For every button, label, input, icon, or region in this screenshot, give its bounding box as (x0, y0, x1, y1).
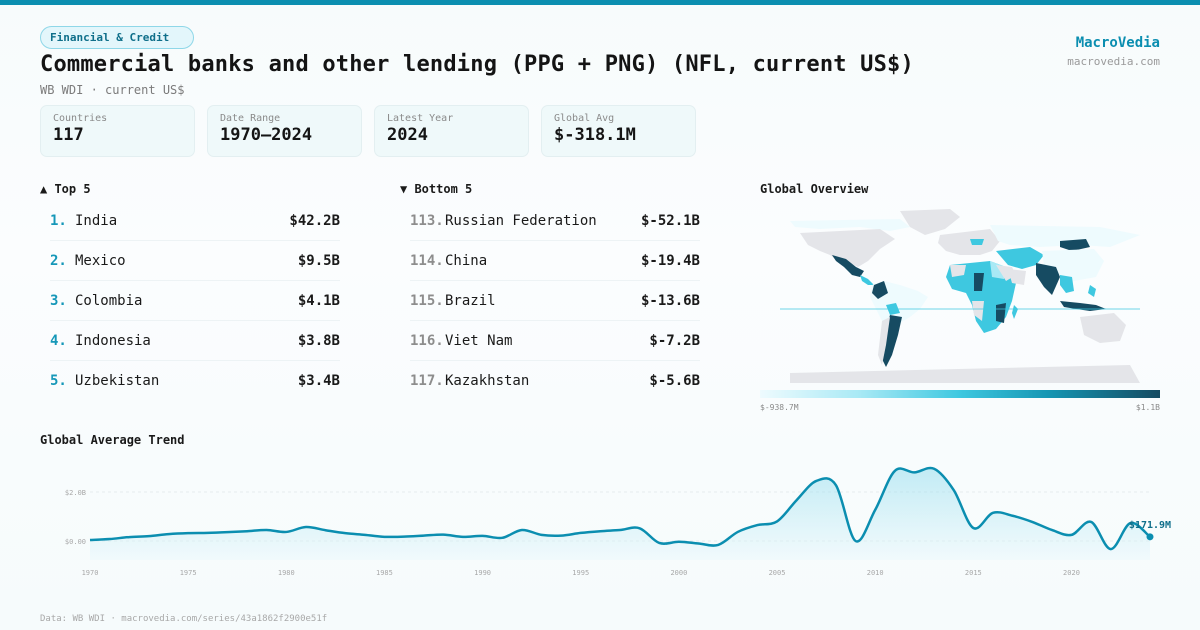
bottom5-heading: ▼ Bottom 5 (400, 182, 473, 196)
stat-label: Date Range (220, 113, 281, 124)
svg-text:2015: 2015 (965, 569, 982, 577)
list-item[interactable]: 4. Indonesia $3.8B (50, 321, 340, 361)
stat-global-avg: Global Avg $-318.1M (541, 105, 696, 157)
country-name: Mexico (75, 252, 126, 269)
stats-row: Countries 117 Date Range 1970–2024 Lates… (40, 105, 696, 157)
y-axis-ticks: $0.00 $2.0B (65, 489, 86, 546)
svg-text:1995: 1995 (572, 569, 589, 577)
country-name: Viet Nam (445, 332, 513, 349)
list-item[interactable]: 5. Uzbekistan $3.4B (50, 361, 340, 401)
svg-text:2005: 2005 (769, 569, 786, 577)
brand: MacroVedia macrovedia.com (1067, 35, 1160, 68)
country-value: $-5.6B (649, 373, 700, 389)
stat-label: Countries (53, 113, 108, 124)
country-value: $-13.6B (640, 292, 700, 309)
rank: 5. (50, 373, 67, 389)
brand-url[interactable]: macrovedia.com (1067, 55, 1160, 68)
rank: 116. (410, 332, 444, 349)
map-heading: Global Overview (760, 182, 869, 196)
rank: 2. (50, 252, 67, 269)
country-name: Uzbekistan (75, 373, 160, 389)
svg-text:2020: 2020 (1063, 569, 1080, 577)
category-badge[interactable]: Financial & Credit (40, 26, 195, 49)
country-value: $4.1B (297, 292, 340, 309)
stat-value: 1970–2024 (220, 125, 313, 145)
top-accent-bar (0, 0, 1200, 5)
top5-heading: ▲ Top 5 (40, 182, 91, 196)
bottom5-list: 113. Russian Federation $-52.1B 114. Chi… (410, 201, 700, 401)
list-item[interactable]: 1. India $42.2B (50, 201, 340, 241)
latest-point-marker[interactable] (1146, 533, 1154, 541)
country-value: $-52.1B (640, 212, 700, 229)
list-item[interactable]: 2. Mexico $9.5B (50, 241, 340, 281)
stat-countries: Countries 117 (40, 105, 195, 157)
legend-min-label: $-938.7M (760, 403, 799, 412)
country-name: Colombia (75, 292, 143, 309)
country-value: $3.4B (297, 373, 340, 389)
top5-list: 1. India $42.2B 2. Mexico $9.5B 3. Colom… (50, 201, 340, 401)
rank: 117. (410, 373, 444, 389)
global-average-trend-chart[interactable]: $0.00 $2.0B 1970 1975 1980 1985 1990 1995 2000 2… (0, 440, 1200, 590)
stat-label: Global Avg (554, 113, 615, 124)
country-name: India (75, 212, 118, 229)
country-value: $-19.4B (640, 252, 700, 269)
rank: 113. (410, 212, 444, 229)
trend-line (89, 466, 1151, 551)
svg-text:2000: 2000 (670, 569, 687, 577)
rank: 115. (410, 292, 444, 309)
footer-source: Data: WB WDI · macrovedia.com/series/43a… (40, 614, 328, 624)
country-name: Indonesia (75, 332, 151, 349)
brand-name[interactable]: MacroVedia (1075, 35, 1160, 51)
stat-latest-year: Latest Year 2024 (374, 105, 529, 157)
svg-text:1970: 1970 (82, 569, 99, 577)
map-color-legend (760, 390, 1160, 398)
list-item[interactable]: 116. Viet Nam $-7.2B (410, 321, 700, 361)
rank: 114. (410, 252, 444, 269)
stat-value: 2024 (387, 125, 428, 145)
country-value: $-7.2B (649, 332, 700, 349)
country-name: China (445, 252, 488, 269)
rank: 4. (50, 332, 67, 349)
list-item[interactable]: 115. Brazil $-13.6B (410, 281, 700, 321)
x-axis-ticks: 1970 1975 1980 1985 1990 1995 2000 2005 2010 2015… (82, 569, 1080, 577)
country-name: Kazakhstan (445, 373, 530, 389)
trend-heading: Global Average Trend (40, 433, 185, 447)
world-map-icon (780, 209, 1140, 383)
country-value: $42.2B (289, 212, 340, 229)
country-value: $9.5B (297, 252, 340, 269)
latest-value-label: $171.9M (1129, 520, 1171, 531)
svg-text:$2.0B: $2.0B (65, 489, 86, 497)
page-title: Commercial banks and other lending (PPG … (40, 52, 914, 77)
country-value: $3.8B (297, 332, 340, 349)
list-item[interactable]: 3. Colombia $4.1B (50, 281, 340, 321)
stat-date-range: Date Range 1970–2024 (207, 105, 362, 157)
country-name: Russian Federation (445, 212, 597, 229)
rank: 1. (50, 212, 67, 229)
stat-value: $-318.1M (554, 125, 636, 145)
svg-text:1975: 1975 (180, 569, 197, 577)
page-subtitle: WB WDI · current US$ (40, 83, 185, 97)
stat-value: 117 (53, 125, 84, 145)
svg-text:1980: 1980 (278, 569, 295, 577)
legend-max-label: $1.1B (1135, 403, 1160, 412)
list-item[interactable]: 117. Kazakhstan $-5.6B (410, 361, 700, 401)
svg-text:1985: 1985 (376, 569, 393, 577)
svg-text:2010: 2010 (867, 569, 884, 577)
world-choropleth-map[interactable] (760, 205, 1160, 385)
svg-text:$0.00: $0.00 (65, 538, 86, 546)
list-item[interactable]: 113. Russian Federation $-52.1B (410, 201, 700, 241)
list-item[interactable]: 114. China $-19.4B (410, 241, 700, 281)
stat-label: Latest Year (387, 113, 454, 124)
svg-text:1990: 1990 (474, 569, 491, 577)
country-name: Brazil (445, 292, 496, 309)
rank: 3. (50, 292, 67, 309)
